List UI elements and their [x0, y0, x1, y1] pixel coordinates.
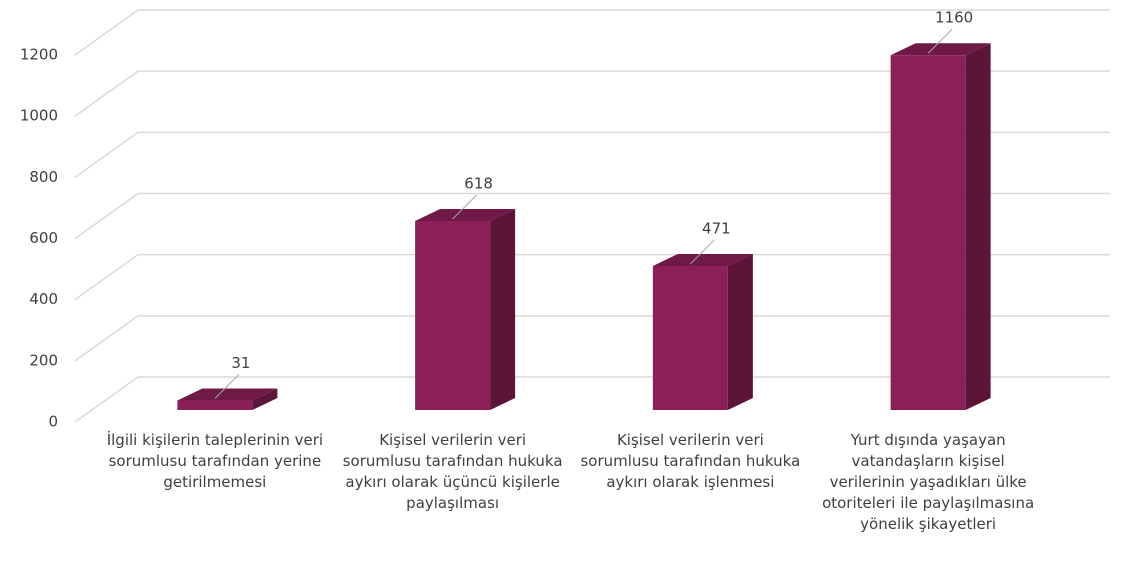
- bar-side: [965, 43, 991, 410]
- bar-top: [652, 253, 753, 266]
- y-tick-label: 600: [29, 229, 58, 247]
- value-label: 471: [702, 219, 731, 237]
- bar: [415, 220, 491, 410]
- leader-line: [214, 374, 240, 399]
- x-tick-label: İlgili kişilerin taleplerinin veri sorum…: [106, 431, 324, 491]
- bar-side: [490, 208, 516, 410]
- bar: [890, 55, 966, 410]
- bar-side: [727, 253, 753, 410]
- leader-line: [690, 239, 715, 265]
- bar: [652, 265, 728, 410]
- grid-line: [74, 9, 139, 56]
- grid-line: [74, 131, 139, 178]
- bar-top: [890, 43, 991, 56]
- x-tick-label: Kişisel verilerin veri sorumlusu tarafın…: [580, 431, 801, 491]
- bar-top: [415, 208, 516, 221]
- y-tick-label: 200: [29, 351, 58, 369]
- value-label: 1160: [935, 9, 973, 27]
- x-tick-label: Yurt dışında yaşayan vatandaşların kişis…: [822, 431, 1035, 533]
- leader-line: [452, 194, 477, 220]
- bar-side: [252, 388, 278, 410]
- y-tick-label: 1000: [20, 107, 58, 125]
- x-tick-label: Kişisel verilerin veri sorumlusu tarafın…: [342, 431, 563, 512]
- bar-top: [177, 388, 278, 401]
- bar: [177, 400, 253, 410]
- y-tick-label: 400: [29, 290, 58, 308]
- grid-line: [74, 376, 139, 423]
- leader-line: [927, 28, 953, 54]
- y-tick-label: 1200: [20, 46, 58, 64]
- y-tick-label: 0: [48, 413, 58, 431]
- grid-line: [74, 70, 139, 117]
- grid-line: [74, 254, 139, 301]
- value-label: 618: [464, 174, 493, 192]
- y-tick-label: 800: [29, 168, 58, 186]
- value-label: 31: [231, 354, 250, 372]
- grid-line: [74, 315, 139, 362]
- grid-line: [74, 192, 139, 240]
